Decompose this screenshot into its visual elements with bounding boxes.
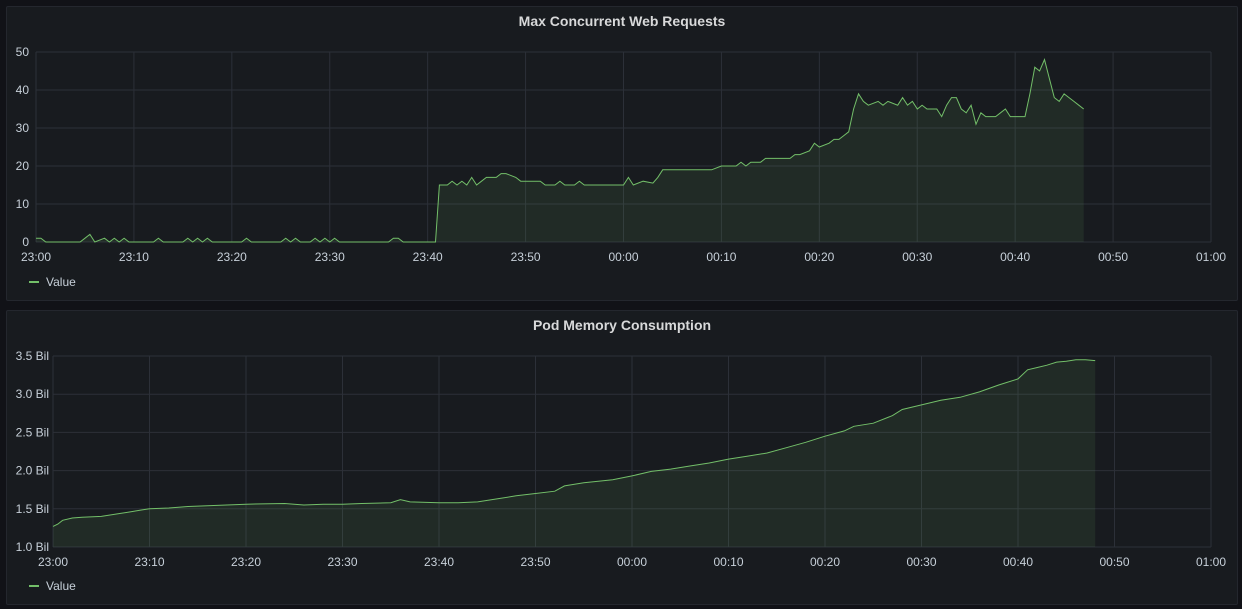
x-tick-label: 23:00 [38,555,68,569]
x-tick-label: 23:20 [231,555,261,569]
x-tick-label: 23:50 [511,250,541,264]
series-line [52,359,1096,527]
y-tick-label: 2.5 Bil [16,425,49,439]
x-tick-label: 01:00 [1196,250,1226,264]
y-tick-label: 1.5 Bil [16,502,49,516]
y-tick-label: 20 [16,159,30,173]
x-tick-label: 00:00 [608,250,638,264]
y-tick-label: 0 [22,235,29,249]
panel-title[interactable]: Max Concurrent Web Requests [518,13,726,29]
x-tick-label: 23:30 [327,555,357,569]
x-tick-label: 00:50 [1098,250,1128,264]
y-tick-label: 1.0 Bil [16,540,49,554]
y-tick-label: 2.0 Bil [16,464,49,478]
x-tick-label: 00:30 [902,250,932,264]
series-area [36,59,1084,242]
y-tick-label: 40 [16,83,30,97]
y-tick-label: 3.5 Bil [16,349,49,363]
x-tick-label: 23:10 [119,250,149,264]
y-tick-label: 3.0 Bil [16,387,49,401]
x-tick-label: 00:20 [804,250,834,264]
legend[interactable]: Value [29,579,76,593]
y-tick-label: 30 [16,121,30,135]
x-tick-label: 23:10 [134,555,164,569]
x-tick-label: 23:20 [217,250,247,264]
panel-pod-memory-consumption: Pod Memory Consumption 1.0 Bil 1.5 Bil 2.0… [6,310,1238,605]
x-tick-label: 00:30 [906,555,936,569]
chart-max-concurrent-web-requests: 0 10 20 30 40 50 23:00 23:10 23:20 23:30 23:40 23:5… [16,45,1227,264]
x-tick-label: 00:10 [713,555,743,569]
y-tick-label: 50 [16,45,30,59]
x-tick-label: 23:30 [315,250,345,264]
legend-swatch [29,585,39,587]
x-tick-label: 00:40 [1003,555,1033,569]
x-tick-label: 00:10 [706,250,736,264]
legend-label: Value [46,579,76,593]
legend-label: Value [46,275,76,289]
x-tick-label: 23:00 [21,250,51,264]
x-tick-label: 00:00 [617,555,647,569]
series-area [53,359,1096,547]
panel-max-concurrent-web-requests: Max Concurrent Web Requests 0 10 20 30 40 50 2… [6,6,1238,301]
y-tick-label: 10 [16,197,30,211]
legend-swatch [29,281,39,283]
grid [35,51,1212,243]
x-tick-label: 00:50 [1099,555,1129,569]
x-tick-label: 23:40 [424,555,454,569]
x-tick-label: 01:00 [1196,555,1226,569]
x-tick-label: 00:20 [810,555,840,569]
chart-pod-memory-consumption: 1.0 Bil 1.5 Bil 2.0 Bil 2.5 Bil 3.0 Bil 3.5 B… [16,349,1227,569]
panel-title[interactable]: Pod Memory Consumption [532,317,712,333]
x-tick-label: 00:40 [1000,250,1030,264]
series-line [36,58,1085,243]
legend[interactable]: Value [29,275,76,289]
x-tick-label: 23:50 [520,555,550,569]
grid [52,355,1212,548]
x-tick-label: 23:40 [413,250,443,264]
